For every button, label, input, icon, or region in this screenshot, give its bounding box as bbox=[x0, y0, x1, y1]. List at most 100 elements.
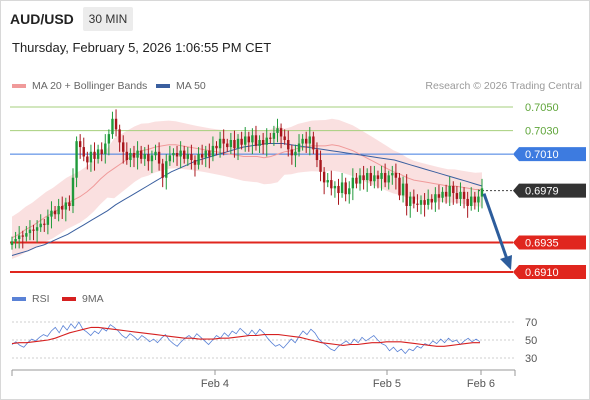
candle-body bbox=[32, 229, 35, 231]
candle-body bbox=[258, 140, 261, 146]
legend-rsi: RSI bbox=[12, 293, 50, 305]
level-label-0-6910-tag bbox=[513, 265, 586, 279]
timeframe-button[interactable]: 30 MIN bbox=[83, 7, 133, 31]
candle-body bbox=[333, 185, 337, 189]
level-label-0-6935-tag bbox=[513, 235, 586, 250]
candle-body bbox=[430, 198, 433, 203]
level-label-0-7010: 0.7010 bbox=[525, 149, 559, 161]
rsi-ma-line bbox=[11, 326, 480, 347]
candle-body bbox=[208, 150, 211, 157]
legend-ma50: MA 50 bbox=[156, 80, 206, 92]
candle-body bbox=[412, 196, 416, 204]
rsi-tick-50: 50 bbox=[525, 335, 537, 347]
research-credit: Research © 2026 Trading Central bbox=[425, 80, 582, 92]
candle-body bbox=[269, 137, 272, 139]
projection-arrow bbox=[482, 193, 512, 270]
symbol-title: AUD/USD bbox=[10, 11, 74, 27]
candle-body bbox=[394, 173, 398, 178]
candle-body bbox=[114, 118, 118, 130]
rsi-swatch bbox=[12, 297, 26, 301]
candle-body bbox=[222, 138, 225, 144]
candle-body bbox=[351, 177, 355, 189]
candle-body bbox=[251, 135, 254, 143]
x-axis: Feb 4 Feb 5 Feb 6 bbox=[11, 369, 516, 390]
projection-arrow-head bbox=[500, 255, 512, 270]
candle-body bbox=[86, 156, 89, 163]
candle-body bbox=[315, 149, 319, 161]
candle-body bbox=[308, 136, 311, 144]
candle-body bbox=[179, 150, 182, 157]
candle-body bbox=[287, 140, 290, 150]
legend-ma20-label: MA 20 + Bollinger Bands bbox=[32, 80, 148, 92]
candle-body bbox=[226, 143, 229, 148]
candle-body bbox=[200, 154, 204, 158]
candle-body bbox=[416, 203, 419, 205]
candle-body bbox=[279, 128, 283, 137]
candle-body bbox=[369, 173, 372, 182]
candle-body bbox=[294, 151, 297, 156]
candle-body bbox=[150, 155, 154, 162]
x-tick-label: Feb 5 bbox=[373, 378, 401, 390]
candle-body bbox=[161, 163, 164, 178]
candle-body bbox=[64, 202, 68, 210]
level-label-0-7050: 0.7050 bbox=[525, 102, 559, 114]
candle-body bbox=[39, 223, 42, 228]
candle-body bbox=[211, 145, 215, 157]
legend-ma50-label: MA 50 bbox=[176, 80, 206, 92]
candle-body bbox=[147, 154, 150, 162]
candle-body bbox=[175, 152, 179, 157]
candle-body bbox=[301, 138, 304, 144]
level-label-0-6979-tag bbox=[513, 183, 586, 198]
candle-body bbox=[330, 180, 333, 189]
candle-body bbox=[57, 206, 60, 215]
moving-averages bbox=[11, 143, 483, 256]
candle-body bbox=[104, 143, 107, 155]
candle-body bbox=[204, 150, 207, 158]
datetime-label: Thursday, February 5, 2026 1:06:55 PM CE… bbox=[12, 40, 272, 55]
candle-body bbox=[247, 136, 250, 143]
projection-arrow-shaft bbox=[482, 193, 510, 263]
ma9-swatch bbox=[62, 297, 76, 301]
candle-body bbox=[122, 142, 125, 152]
candle-body bbox=[14, 239, 17, 242]
level-label-0-7030: 0.7030 bbox=[525, 126, 559, 138]
ma50-swatch bbox=[156, 84, 170, 88]
candle-body bbox=[319, 160, 322, 172]
candle-body bbox=[387, 175, 390, 183]
candle-body bbox=[462, 191, 466, 199]
candle-body bbox=[25, 233, 28, 237]
candle-body bbox=[107, 134, 111, 144]
candle-body bbox=[154, 151, 157, 156]
legend-ma20: MA 20 + Bollinger Bands bbox=[12, 80, 147, 92]
candle-body bbox=[452, 185, 455, 194]
rsi-panel: 70 50 30 bbox=[11, 317, 537, 365]
level-label-0-7010-tag bbox=[513, 147, 586, 162]
candle-body bbox=[78, 141, 82, 148]
candle-body bbox=[244, 136, 247, 145]
ma20-line bbox=[11, 144, 482, 239]
rsi-tick-30: 30 bbox=[525, 353, 537, 365]
candle-body bbox=[401, 183, 405, 196]
candle-body bbox=[376, 175, 380, 179]
candle-body bbox=[254, 135, 258, 146]
candle-body bbox=[337, 185, 340, 194]
level-label-0-6935: 0.6935 bbox=[525, 238, 559, 250]
candle-body bbox=[132, 152, 136, 158]
candle-body bbox=[157, 151, 161, 164]
candle-body bbox=[197, 154, 200, 165]
candle-body bbox=[53, 210, 57, 215]
candle-body bbox=[236, 138, 240, 149]
candle-body bbox=[322, 171, 326, 183]
price-levels bbox=[10, 106, 513, 273]
candle-body bbox=[340, 182, 344, 194]
candle-body bbox=[362, 175, 365, 181]
ma20-swatch bbox=[12, 84, 26, 88]
candle-body bbox=[373, 175, 376, 182]
candle-body bbox=[172, 152, 175, 156]
candle-body bbox=[43, 223, 46, 225]
candle-body bbox=[283, 136, 286, 140]
candle-body bbox=[365, 173, 369, 181]
candle-body bbox=[355, 177, 358, 184]
candle-body bbox=[129, 152, 132, 161]
